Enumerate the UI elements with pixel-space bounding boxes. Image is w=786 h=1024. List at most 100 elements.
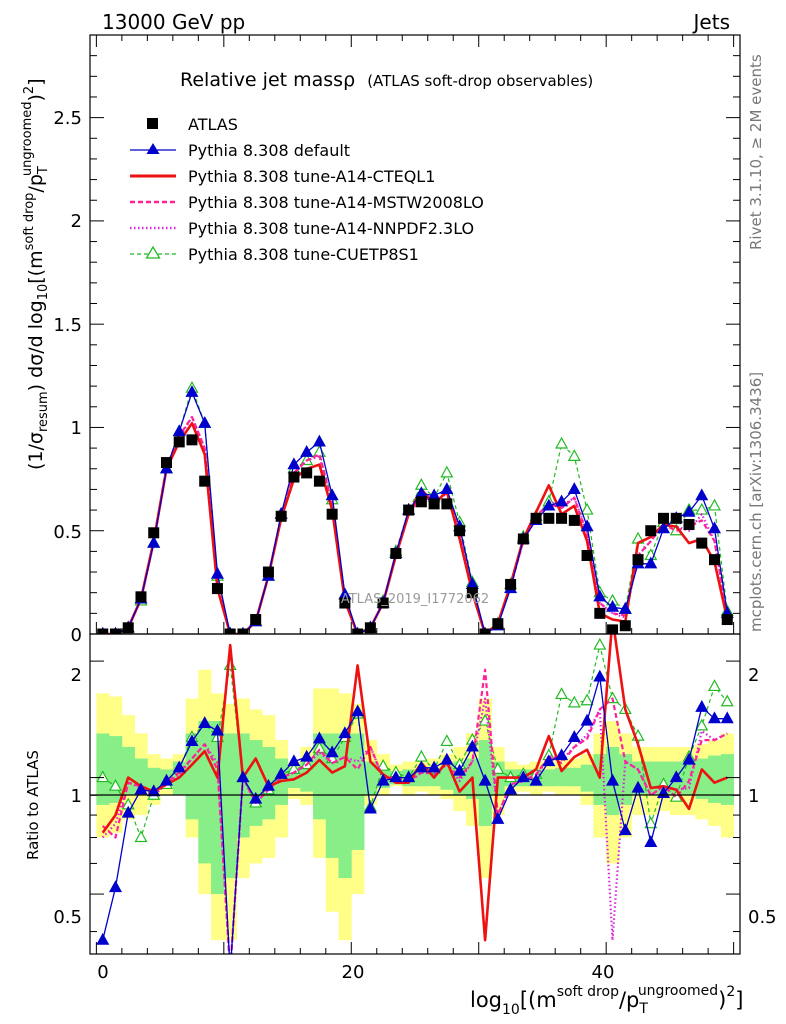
x-tick-label-20: 20 bbox=[342, 962, 365, 983]
legend-default-marker bbox=[146, 143, 160, 154]
main-marker-default bbox=[210, 566, 224, 579]
atlas-data-point bbox=[517, 533, 529, 545]
atlas-data-point bbox=[415, 496, 427, 508]
ratio-band-inner-bin bbox=[593, 754, 607, 805]
main-marker-cuetp bbox=[707, 498, 722, 511]
atlas-data-point bbox=[199, 475, 211, 487]
ratio-band-inner-bin bbox=[542, 769, 556, 787]
header-left: 13000 GeV pp bbox=[102, 10, 245, 34]
main-marker-default bbox=[707, 521, 722, 534]
ratio-marker-cuetp bbox=[96, 770, 110, 783]
ratio-band-inner-bin bbox=[185, 733, 199, 820]
ratio-band-inner-bin bbox=[720, 754, 735, 805]
atlas-data-point bbox=[326, 508, 338, 520]
ratio-band-inner-bin bbox=[708, 755, 722, 803]
atlas-data-point bbox=[441, 498, 453, 510]
atlas-data-point bbox=[492, 618, 504, 630]
main-marker-default bbox=[657, 521, 671, 534]
legend-cteql1-label: Pythia 8.308 tune-A14-CTEQL1 bbox=[188, 167, 435, 186]
main-marker-default bbox=[300, 444, 314, 457]
ratio-marker-default bbox=[236, 770, 250, 783]
atlas-data-point bbox=[505, 578, 517, 590]
atlas-data-point bbox=[479, 628, 491, 634]
ratio-marker-default bbox=[134, 782, 148, 795]
ratio-marker-cuetp bbox=[491, 762, 505, 774]
ratio-marker-default bbox=[644, 835, 658, 847]
main-marker-cuetp bbox=[555, 436, 569, 449]
legend: ATLAS Pythia 8.308 default Pythia 8.308 … bbox=[130, 115, 484, 264]
ratio-marker-default bbox=[261, 778, 275, 791]
ratio-marker-cuetp bbox=[108, 778, 123, 791]
main-marker-cuetp bbox=[440, 465, 454, 478]
ratio-plot-frame bbox=[89, 633, 741, 955]
ratio-marker-default bbox=[210, 723, 224, 736]
ratio-marker-cuetp bbox=[555, 687, 569, 700]
ratio-band-inner-bin bbox=[338, 733, 352, 879]
atlas-data-point bbox=[97, 628, 109, 634]
atlas-data-point bbox=[466, 587, 478, 599]
atlas-data-point bbox=[288, 471, 300, 483]
atlas-data-point bbox=[352, 628, 364, 634]
ratio-y-tick-label-0.5-right: 0.5 bbox=[748, 907, 777, 928]
atlas-data-point bbox=[339, 597, 351, 609]
atlas-data-point bbox=[301, 467, 313, 479]
atlas-data-point bbox=[403, 504, 415, 516]
atlas-data-point bbox=[645, 525, 657, 537]
ratio-band-inner-bin bbox=[555, 767, 569, 787]
main-marker-default bbox=[312, 434, 326, 447]
ratio-marker-cuetp bbox=[695, 718, 709, 731]
atlas-data-point bbox=[211, 583, 223, 595]
ratio-y-tick-label-2: 2 bbox=[71, 665, 82, 686]
ratio-marker-default bbox=[567, 730, 581, 743]
legend-entry-cuetp: Pythia 8.308 tune-CUETP8S1 bbox=[130, 245, 419, 264]
ratio-marker-default bbox=[96, 932, 110, 945]
ratio-y-axis-label: Ratio to ATLAS bbox=[24, 750, 42, 860]
atlas-data-point bbox=[683, 519, 695, 531]
ratio-marker-cuetp bbox=[593, 637, 607, 650]
atlas-data-point bbox=[556, 512, 568, 524]
ratio-marker-default bbox=[338, 726, 352, 739]
ratio-marker-default bbox=[618, 823, 632, 836]
atlas-data-point bbox=[364, 622, 376, 634]
ratio-marker-default bbox=[108, 880, 123, 893]
atlas-data-point bbox=[160, 457, 172, 469]
ratio-band-inner-bin bbox=[198, 721, 212, 864]
atlas-data-point bbox=[454, 525, 466, 537]
ratio-marker-default bbox=[312, 731, 326, 744]
ratio-marker-default bbox=[185, 734, 199, 747]
ratio-band-inner-bin bbox=[249, 740, 263, 826]
ratio-marker-default bbox=[287, 754, 301, 767]
ratio-y-tick-label-2-right: 2 bbox=[748, 665, 759, 686]
main-marker-default bbox=[644, 556, 658, 569]
ratio-marker-cuetp bbox=[312, 741, 326, 753]
ratio-marker-default bbox=[121, 805, 135, 818]
ratio-marker-default bbox=[465, 739, 479, 752]
ratio-marker-default bbox=[325, 745, 339, 758]
atlas-data-point bbox=[186, 434, 198, 446]
ratio-y-tick-label-1-right: 1 bbox=[748, 786, 759, 807]
legend-entry-cteql1: Pythia 8.308 tune-A14-CTEQL1 bbox=[130, 167, 435, 186]
atlas-data-point bbox=[262, 566, 274, 578]
atlas-data-point bbox=[530, 512, 542, 524]
ratio-marker-cuetp bbox=[134, 830, 148, 843]
main-marker-default bbox=[695, 488, 709, 501]
main-marker-default bbox=[606, 599, 620, 612]
top-y-tick-label-1: 1 bbox=[71, 418, 82, 439]
ratio-marker-default bbox=[516, 770, 530, 783]
ratio-band-inner-bin bbox=[682, 761, 696, 796]
atlas-data-point bbox=[568, 514, 580, 526]
main-marker-default bbox=[147, 535, 161, 548]
atlas-data-point bbox=[109, 628, 121, 634]
main-marker-default bbox=[593, 589, 607, 602]
atlas-data-point bbox=[607, 624, 619, 634]
main-marker-default bbox=[618, 601, 632, 614]
ratio-y-tick-label-1: 1 bbox=[71, 786, 82, 807]
atlas-data-point bbox=[313, 475, 325, 487]
main-marker-default bbox=[287, 457, 301, 470]
ratio-marker-default bbox=[274, 767, 288, 779]
main-marker-default bbox=[325, 488, 339, 501]
ratio-marker-cuetp bbox=[707, 679, 722, 692]
ratio-marker-default bbox=[414, 760, 428, 773]
atlas-data-point bbox=[122, 622, 134, 634]
top-y-tick-label-2: 2 bbox=[71, 211, 82, 232]
